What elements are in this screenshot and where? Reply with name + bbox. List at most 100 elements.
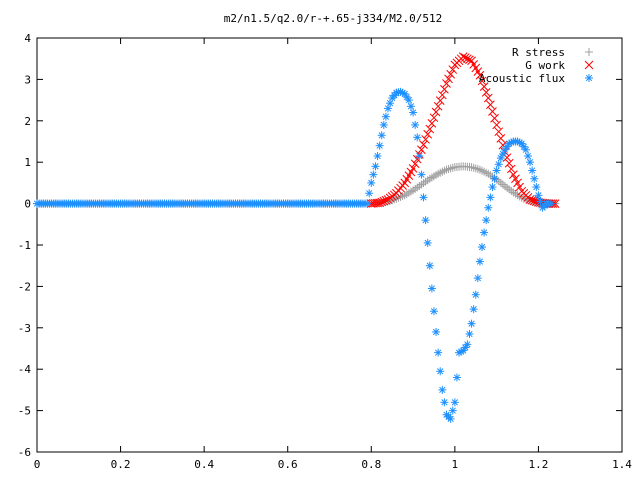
data-point [423, 176, 432, 185]
data-point [379, 120, 388, 129]
data-point [440, 166, 449, 175]
data-point [436, 168, 445, 177]
data-point [478, 166, 487, 175]
data-point [503, 183, 512, 192]
data-point [550, 199, 560, 208]
data-point [429, 172, 438, 181]
data-point [417, 180, 426, 189]
data-point [511, 174, 520, 184]
data-point [438, 385, 447, 394]
data-point [492, 166, 501, 175]
data-point [427, 173, 436, 182]
data-point [452, 373, 461, 382]
data-point [460, 53, 470, 63]
data-point [392, 194, 401, 203]
data-point [475, 70, 485, 80]
data-point [436, 367, 445, 376]
data-point [479, 82, 489, 91]
data-point [513, 178, 522, 188]
data-point [459, 346, 468, 355]
data-point [509, 170, 518, 179]
data-point [448, 65, 458, 74]
x-tick-label: 1.2 [528, 458, 548, 471]
data-point [446, 69, 456, 79]
data-point [419, 193, 428, 202]
series-acoustic-flux [33, 87, 555, 423]
data-point [450, 398, 459, 407]
data-point [506, 164, 516, 174]
data-point [490, 113, 499, 123]
legend-label: Acoustic flux [479, 72, 565, 85]
data-point [509, 188, 518, 197]
series-layer [33, 52, 560, 423]
data-point [477, 76, 487, 86]
data-point [431, 107, 441, 117]
data-point [433, 101, 443, 111]
data-point [494, 160, 503, 169]
data-point [425, 124, 435, 134]
y-tick-label: 1 [24, 156, 31, 169]
data-point [534, 191, 543, 200]
x-axis: 0 0.2 0.4 0.6 0.8 1 1.2 1.4 [34, 38, 632, 471]
legend-label: G work [525, 59, 565, 72]
y-tick-label: 3 [24, 73, 31, 86]
data-point [480, 228, 489, 237]
data-point [490, 174, 499, 183]
data-point [486, 171, 495, 180]
data-point [526, 158, 535, 167]
data-point [423, 238, 432, 247]
data-point [473, 165, 482, 174]
data-point [546, 199, 555, 208]
data-point [444, 74, 453, 84]
data-point [504, 158, 514, 168]
data-point [532, 183, 541, 192]
data-point [373, 151, 382, 160]
data-point [482, 168, 491, 177]
data-point [471, 164, 480, 173]
data-point [437, 90, 447, 100]
data-point [421, 177, 430, 186]
data-point [463, 340, 472, 349]
y-tick-label: 4 [24, 32, 31, 45]
data-point [427, 119, 437, 128]
data-point [435, 96, 445, 105]
data-point [375, 141, 384, 150]
data-point [484, 169, 493, 178]
data-point [475, 165, 484, 174]
data-point [425, 174, 434, 183]
data-point [496, 178, 505, 187]
x-tick-label: 0.4 [194, 458, 214, 471]
legend-label: R stress [512, 46, 565, 59]
data-point [410, 159, 420, 169]
data-point [483, 93, 493, 103]
data-point [381, 112, 390, 121]
data-point [501, 182, 509, 191]
data-point [475, 257, 484, 266]
data-point [427, 284, 436, 293]
y-tick-label: 2 [24, 115, 31, 128]
x-tick-label: 1 [452, 458, 459, 471]
data-point [381, 195, 391, 205]
data-point [377, 131, 386, 140]
data-point [409, 186, 418, 195]
y-tick-label: -5 [18, 405, 31, 418]
y-tick-label: -3 [18, 322, 31, 335]
data-point [415, 151, 424, 160]
data-point [440, 398, 449, 407]
data-point [486, 100, 495, 110]
data-point [371, 162, 380, 171]
data-point [402, 190, 411, 199]
data-point [488, 107, 497, 116]
legend-marker [585, 48, 593, 56]
data-point [494, 127, 504, 137]
data-point [432, 171, 441, 180]
data-point [417, 145, 426, 155]
data-point [492, 120, 501, 130]
data-point [498, 180, 507, 189]
data-point [419, 140, 428, 149]
plot-area-border [36, 37, 623, 453]
data-point [432, 327, 441, 336]
legend-marker [584, 60, 594, 70]
